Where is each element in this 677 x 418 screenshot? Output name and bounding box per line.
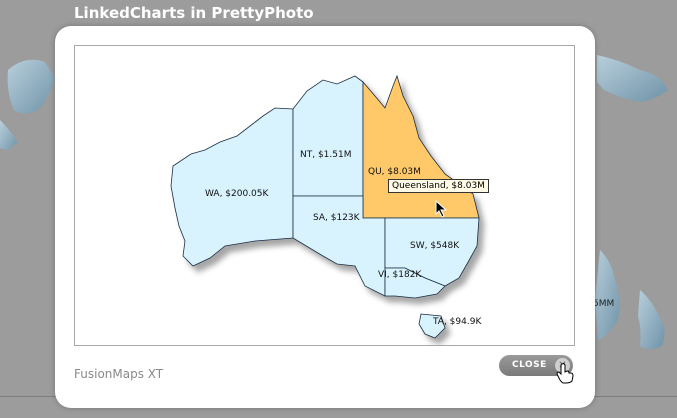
map-chart-frame: WA, $200.05K NT, $1.51M QU, $8.03M SA, $…: [74, 45, 575, 346]
state-SA[interactable]: [292, 195, 386, 297]
page-title: LinkedCharts in PrettyPhoto: [74, 4, 314, 22]
state-label-QU: QU, $8.03M: [368, 167, 421, 177]
state-label-TA: TA, $94.9K: [433, 317, 482, 327]
lightbox-modal: WA, $200.05K NT, $1.51M QU, $8.03M SA, $…: [55, 26, 595, 408]
state-NT[interactable]: [292, 75, 364, 197]
background-map-label: 5MM: [593, 299, 614, 309]
mouse-pointer-icon: [435, 200, 448, 218]
hand-pointer-icon: [556, 363, 574, 384]
map-tooltip: Queensland, $8.03M: [388, 179, 489, 193]
state-QU[interactable]: [362, 74, 480, 219]
close-button-label: CLOSE: [512, 360, 547, 370]
modal-caption: FusionMaps XT: [74, 367, 164, 381]
state-label-SW: SW, $548K: [410, 241, 460, 251]
australia-map: [170, 74, 480, 339]
state-label-VI: VI, $182K: [378, 270, 422, 280]
state-TA[interactable]: [418, 313, 446, 339]
state-label-NT: NT, $1.51M: [300, 150, 352, 160]
state-WA[interactable]: [170, 107, 294, 267]
state-label-SA: SA, $123K: [313, 213, 360, 223]
state-VI[interactable]: [384, 267, 446, 299]
state-label-WA: WA, $200.05K: [205, 189, 269, 199]
